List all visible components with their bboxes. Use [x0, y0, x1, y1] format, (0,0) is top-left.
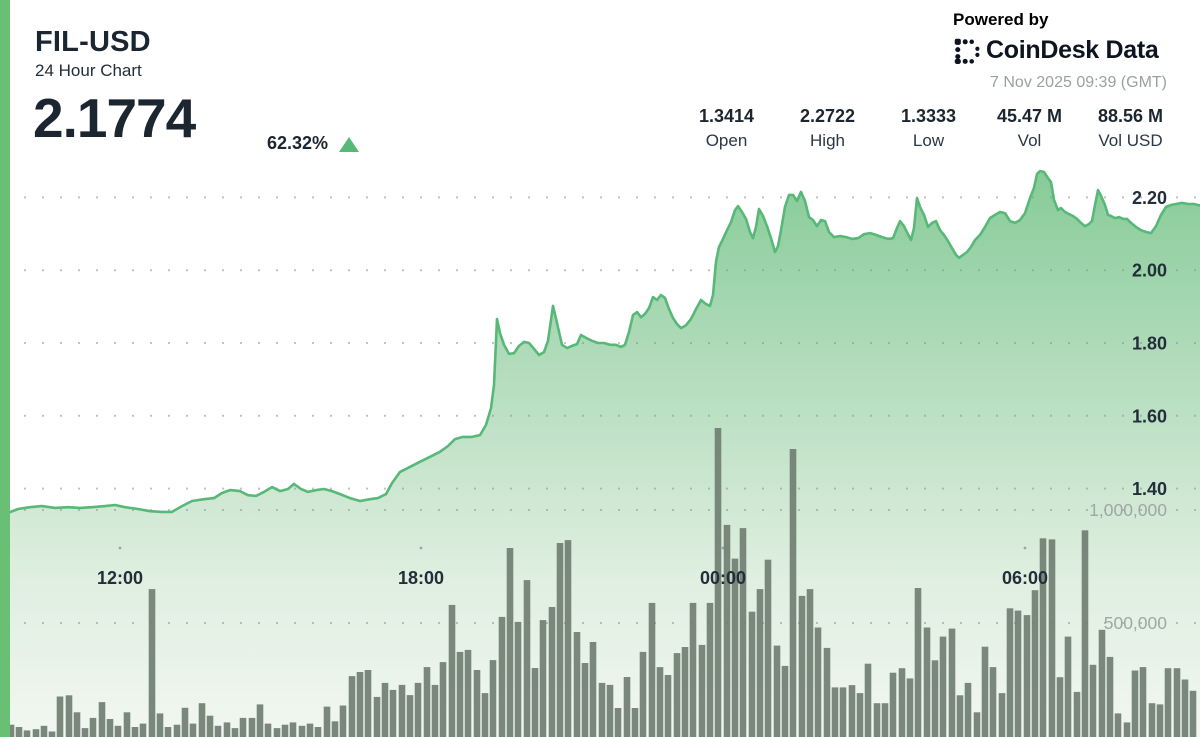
svg-text:06:00: 06:00 — [1002, 568, 1048, 588]
timestamp: 7 Nov 2025 09:39 (GMT) — [990, 74, 1167, 91]
stat-value: 45.47 M — [996, 106, 1063, 126]
stat-value: 1.3333 — [900, 106, 957, 126]
time-tick-dots — [118, 546, 1027, 550]
svg-text:2.20: 2.20 — [1132, 188, 1167, 208]
svg-text:1.80: 1.80 — [1132, 334, 1167, 354]
powered-by-block[interactable]: Powered by CoinDesk Data 7 Nov 2025 09 — [953, 10, 1167, 92]
price-axis-labels: 2.20 2.00 1.80 1.60 1.40 — [1132, 188, 1167, 499]
svg-text:2.00: 2.00 — [1132, 261, 1167, 281]
price-line — [0, 169, 1200, 515]
stat-value: 88.56 M — [1097, 106, 1164, 126]
volume-axis-labels: 1,000,000 500,000 — [1089, 500, 1167, 633]
stat-label: Open — [705, 131, 748, 150]
time-axis-labels: 12:00 18:00 00:00 06:00 — [97, 568, 1048, 588]
coindesk-dots-icon — [954, 38, 980, 64]
svg-text:1.60: 1.60 — [1132, 406, 1167, 426]
current-price: 2.1774 — [33, 87, 196, 149]
stat-volume: 45.47 M Vol — [979, 106, 1080, 151]
ohlc-stats-row: 1.3414 Open 2.2722 High 1.3333 Low 45.47… — [676, 106, 1181, 151]
gridlines — [6, 196, 1200, 624]
stat-low: 1.3333 Low — [878, 106, 979, 151]
powered-by-label: Powered by — [953, 10, 1049, 29]
volume-bars — [0, 428, 1197, 737]
stat-label: Vol USD — [1098, 131, 1163, 150]
stat-value: 2.2722 — [799, 106, 856, 126]
stat-open: 1.3414 Open — [676, 106, 777, 151]
page-title: FIL-USD — [35, 26, 151, 58]
coindesk-logo-text: CoinDesk Data — [986, 36, 1159, 64]
stat-high: 2.2722 High — [777, 106, 878, 151]
stat-value: 1.3414 — [698, 106, 755, 126]
stat-label: Low — [912, 131, 945, 150]
svg-text:00:00: 00:00 — [700, 568, 746, 588]
stat-label: High — [810, 131, 845, 150]
price-area — [0, 171, 1200, 737]
svg-text:1,000,000: 1,000,000 — [1089, 500, 1167, 520]
stat-volume-usd: 88.56 M Vol USD — [1080, 106, 1181, 151]
svg-text:1.40: 1.40 — [1132, 479, 1167, 499]
up-arrow-icon — [339, 137, 359, 152]
stat-label: Vol — [1017, 131, 1042, 150]
chart-subtitle: 24 Hour Chart — [35, 61, 142, 80]
svg-text:18:00: 18:00 — [398, 568, 444, 588]
svg-text:500,000: 500,000 — [1104, 613, 1168, 633]
coindesk-logo[interactable]: CoinDesk Data — [953, 36, 1167, 65]
left-accent-bar — [0, 0, 10, 737]
svg-text:12:00: 12:00 — [97, 568, 143, 588]
change-percent: 62.32% — [267, 133, 329, 153]
